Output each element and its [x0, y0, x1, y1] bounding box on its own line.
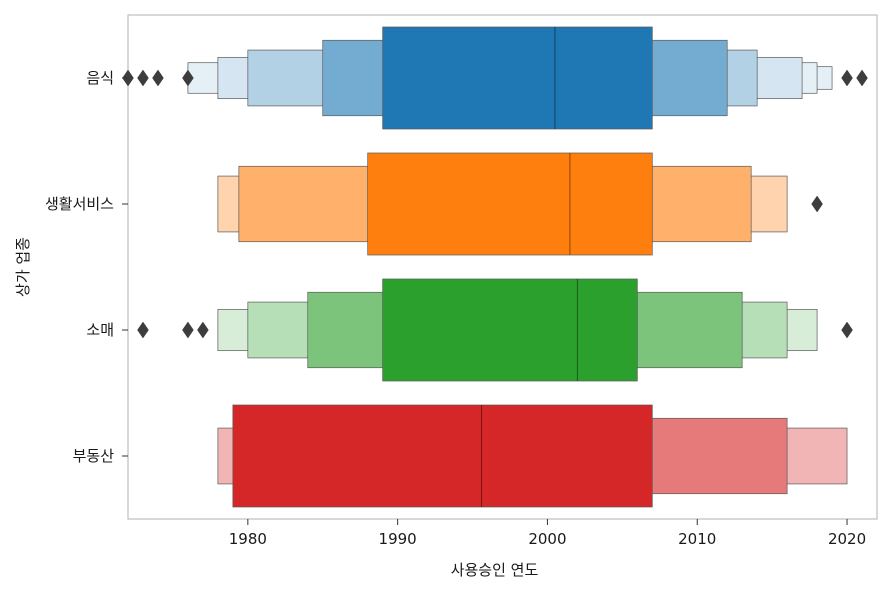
outlier-point-음식-5 [856, 69, 868, 87]
y-tick-label-음식: 음식 [86, 69, 114, 87]
box-level-생활서비스-1 [367, 152, 653, 256]
box-level-부동산-1 [232, 404, 653, 508]
x-tick-label-2020: 2020 [828, 530, 866, 548]
outlier-point-소매-3 [841, 321, 853, 339]
plot-frame [127, 14, 878, 520]
outlier-point-음식-1 [137, 69, 149, 87]
x-tick-label-1990: 1990 [379, 530, 417, 548]
outlier-point-소매-2 [197, 321, 209, 339]
box-level-소매-1 [382, 278, 638, 382]
outlier-point-음식-3 [182, 69, 194, 87]
outlier-point-생활서비스-0 [811, 195, 823, 213]
y-tick-label-부동산: 부동산 [73, 447, 115, 465]
outlier-point-음식-2 [152, 69, 164, 87]
x-tick-label-1980: 1980 [229, 530, 267, 548]
outlier-point-음식-4 [841, 69, 853, 87]
y-tick-label-소매: 소매 [86, 321, 114, 339]
outlier-point-소매-0 [137, 321, 149, 339]
outlier-point-소매-1 [182, 321, 194, 339]
x-tick-label-2010: 2010 [678, 530, 716, 548]
x-axis-label: 사용승인 연도 [451, 561, 539, 579]
box-level-음식-1 [382, 26, 653, 130]
y-tick-label-생활서비스: 생활서비스 [45, 195, 114, 213]
x-tick-label-2000: 2000 [528, 530, 566, 548]
y-axis-label: 상가 업종 [14, 237, 32, 297]
